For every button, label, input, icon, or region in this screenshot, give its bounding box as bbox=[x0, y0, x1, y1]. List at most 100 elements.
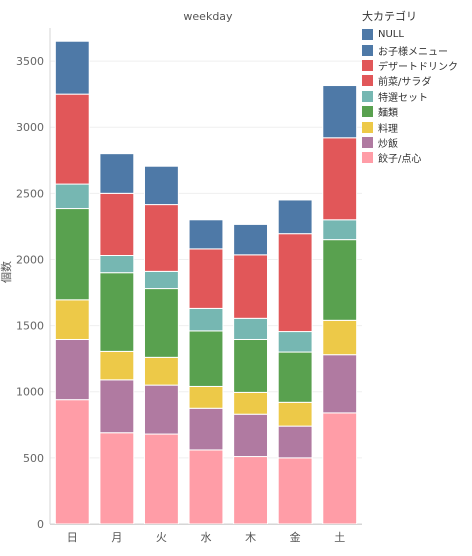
x-tick-label: 日 bbox=[67, 531, 78, 544]
legend-label: 料理 bbox=[378, 123, 398, 135]
bar-segment[interactable]: 水 / 麺類: 420 bbox=[188, 330, 224, 387]
legend-item[interactable]: 餃子/点心 bbox=[362, 150, 470, 165]
bar-segment[interactable]: 木 / 餃子/点心: 510 bbox=[233, 456, 269, 525]
bar-segment[interactable]: 木 / お子様メニュー: 230 bbox=[233, 223, 269, 256]
legend-items: NULL お子様メニュー デザートドリンク 前菜/サラダ 特選セット麺類料理炒飯餃子/点… bbox=[362, 27, 470, 166]
legend-label: 特選セット bbox=[378, 92, 428, 104]
bar-segment[interactable]: 火 / お子様メニュー: 290 bbox=[143, 165, 179, 206]
bar-segment[interactable]: 日 / 前菜/サラダ: 680 bbox=[54, 93, 90, 185]
legend-label: NULL bbox=[378, 29, 404, 41]
bar-segment[interactable]: 日 / 特選セット: 185 bbox=[54, 183, 90, 210]
legend-label: 前菜/サラダ bbox=[378, 77, 432, 89]
legend-swatch bbox=[362, 121, 373, 133]
bar-segment[interactable]: 土 / 前菜/サラダ: 620 bbox=[322, 137, 358, 221]
y-tick-label: 500 bbox=[23, 452, 44, 465]
bar-segment[interactable]: 土 / 炒飯: 440 bbox=[322, 354, 358, 414]
legend-swatch bbox=[362, 59, 373, 71]
bar-segment[interactable]: 日 / 炒飯: 455 bbox=[54, 338, 90, 401]
legend-label: デザートドリンク bbox=[378, 61, 458, 73]
legend-swatch bbox=[362, 90, 373, 102]
bar-segment[interactable]: 金 / 料理: 180 bbox=[277, 401, 313, 427]
bar-segment[interactable]: 水 / お子様メニュー: 220 bbox=[188, 219, 224, 250]
bar-segment[interactable]: 水 / 炒飯: 315 bbox=[188, 407, 224, 451]
axis-layer: 0 500 1000 1500 2000 2500 3000 3500 日 月 火 水 木 金 土 bbox=[16, 28, 362, 544]
bar-segment[interactable]: 水 / 料理: 165 bbox=[188, 385, 224, 409]
legend-label: 炒飯 bbox=[378, 138, 398, 150]
legend-item[interactable]: 麺類 bbox=[362, 104, 470, 119]
x-tick-label: 木 bbox=[245, 531, 256, 544]
x-tick-label: 土 bbox=[334, 531, 345, 544]
legend-swatch bbox=[362, 44, 373, 56]
legend-item[interactable]: お子様メニュー bbox=[362, 42, 470, 58]
bar-segment[interactable]: 火 / 麺類: 520 bbox=[143, 288, 179, 358]
x-tick-label: 金 bbox=[290, 530, 301, 544]
legend-item[interactable]: 特選セット bbox=[362, 89, 470, 104]
bar-segment[interactable]: 土 / 餃子/点心: 840 bbox=[322, 412, 358, 525]
legend-item[interactable]: 料理 bbox=[362, 119, 470, 135]
bar-segment[interactable]: 火 / 料理: 210 bbox=[143, 356, 179, 386]
bars-layer: 日 / 餃子/点心: 940日 / 炒飯: 455日 / 料理: 300日 / … bbox=[54, 40, 358, 525]
legend-label: 餃子/点心 bbox=[378, 154, 422, 166]
bar-segment[interactable]: 金 / 特選セット: 155 bbox=[277, 331, 313, 353]
bar-segment[interactable]: 木 / 麺類: 400 bbox=[233, 338, 269, 393]
bar-segment[interactable]: 日 / 麺類: 690 bbox=[54, 208, 90, 301]
legend-swatch bbox=[362, 29, 373, 41]
bar-segment[interactable]: 月 / 炒飯: 400 bbox=[99, 379, 135, 434]
bar-segment[interactable]: 金 / お子様メニュー: 255 bbox=[277, 199, 313, 235]
x-tick-label: 水 bbox=[201, 531, 212, 544]
y-tick-label: 2000 bbox=[16, 253, 44, 266]
bar-segment[interactable]: 月 / 餃子/点心: 690 bbox=[99, 432, 135, 525]
bar-segment[interactable]: 木 / 料理: 165 bbox=[233, 391, 269, 415]
bar-segment[interactable]: 日 / お子様メニュー: 400 bbox=[54, 40, 90, 95]
y-tick-label: 3500 bbox=[16, 55, 44, 68]
bar-segment[interactable]: 水 / 前菜/サラダ: 450 bbox=[188, 248, 224, 309]
y-tick-label: 1000 bbox=[16, 386, 44, 399]
legend-swatch bbox=[362, 136, 373, 148]
bar-segment[interactable]: 金 / 餃子/点心: 500 bbox=[277, 457, 313, 525]
x-tick-label: 火 bbox=[156, 531, 167, 544]
bar-segment[interactable]: 土 / 特選セット: 150 bbox=[322, 219, 358, 241]
bar-segment[interactable]: 水 / 特選セット: 170 bbox=[188, 307, 224, 332]
y-axis-label: 個数 bbox=[0, 261, 13, 283]
bar-segment[interactable]: 金 / 麺類: 380 bbox=[277, 351, 313, 403]
bar-segment[interactable]: 火 / 餃子/点心: 680 bbox=[143, 433, 179, 525]
bar-segment[interactable]: 木 / 前菜/サラダ: 480 bbox=[233, 254, 269, 319]
bar-segment[interactable]: 月 / 料理: 215 bbox=[99, 350, 135, 381]
bar-segment[interactable]: 金 / 前菜/サラダ: 740 bbox=[277, 233, 313, 333]
legend-item[interactable]: NULL bbox=[362, 27, 470, 42]
bar-segment[interactable]: 月 / お子様メニュー: 300 bbox=[99, 153, 135, 194]
chart-title: weekday bbox=[183, 10, 233, 23]
bar-segment[interactable]: 土 / 麺類: 610 bbox=[322, 239, 358, 321]
legend-item[interactable]: 炒飯 bbox=[362, 135, 470, 150]
bar-segment[interactable]: 木 / 炒飯: 320 bbox=[233, 413, 269, 458]
y-tick-label: 0 bbox=[37, 518, 44, 531]
bar-segment[interactable]: 日 / 餃子/点心: 940 bbox=[54, 399, 90, 525]
legend-label: 麺類 bbox=[378, 108, 398, 120]
legend-swatch bbox=[362, 152, 373, 164]
bar-segment[interactable]: 木 / 特選セット: 160 bbox=[233, 317, 269, 340]
bar-segment[interactable]: 土 / 料理: 260 bbox=[322, 319, 358, 356]
bar-segment[interactable]: 日 / 料理: 300 bbox=[54, 299, 90, 340]
y-tick-label: 3000 bbox=[16, 121, 44, 134]
legend-swatch bbox=[362, 106, 373, 118]
bar-segment[interactable]: 火 / 炒飯: 370 bbox=[143, 384, 179, 435]
legend-item[interactable]: 前菜/サラダ bbox=[362, 73, 470, 88]
x-tick-label: 月 bbox=[111, 531, 122, 544]
bar-segment[interactable]: 月 / 前菜/サラダ: 470 bbox=[99, 192, 135, 256]
y-tick-label: 2500 bbox=[16, 187, 44, 200]
legend-item[interactable]: デザートドリンク bbox=[362, 58, 470, 73]
bar-segment[interactable]: 土 / お子様メニュー: 395 bbox=[322, 85, 358, 139]
legend: 大カテゴリ NULL お子様メニュー デザートドリンク 前菜/サラダ 特選セット麺類料理… bbox=[362, 8, 470, 166]
bar-segment[interactable]: 金 / 炒飯: 240 bbox=[277, 425, 313, 459]
legend-swatch bbox=[362, 75, 373, 87]
y-tick-label: 1500 bbox=[16, 320, 44, 333]
bar-segment[interactable]: 火 / 特選セット: 130 bbox=[143, 270, 179, 290]
bar-segment[interactable]: 火 / 前菜/サラダ: 505 bbox=[143, 204, 179, 272]
legend-title: 大カテゴリ bbox=[362, 10, 417, 23]
bar-segment[interactable]: 水 / 餃子/点心: 560 bbox=[188, 449, 224, 525]
bar-segment[interactable]: 月 / 麺類: 595 bbox=[99, 272, 135, 352]
bar-segment[interactable]: 月 / 特選セット: 130 bbox=[99, 254, 135, 274]
legend-label: お子様メニュー bbox=[378, 46, 448, 58]
